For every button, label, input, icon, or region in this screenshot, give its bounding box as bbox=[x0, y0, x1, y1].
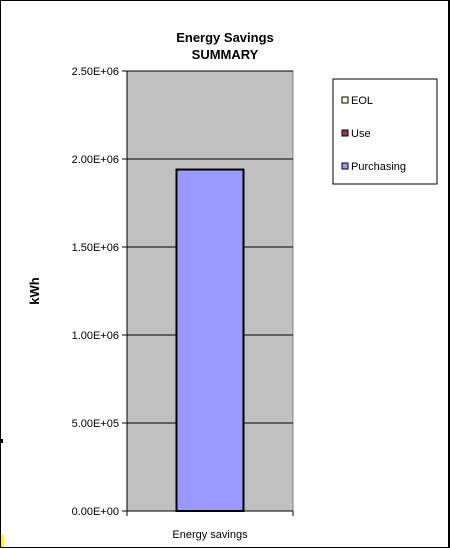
legend-label-purchasing: Purchasing bbox=[351, 161, 406, 173]
legend-label-use: Use bbox=[351, 128, 371, 140]
y-tick-label: 2.50E+06 bbox=[72, 66, 119, 78]
legend-box bbox=[332, 78, 438, 185]
y-axis-ticks: 0.00E+00 5.00E+05 1.00E+06 1.50E+06 2.00E+06… bbox=[72, 66, 294, 518]
left-edge-highlight bbox=[1, 535, 4, 547]
legend-swatch-purchasing bbox=[341, 162, 349, 170]
left-edge-mark bbox=[1, 439, 3, 443]
y-tick-label: 0.00E+00 bbox=[72, 506, 119, 518]
chart-title: Energy Savings bbox=[176, 30, 274, 45]
y-tick-label: 5.00E+05 bbox=[72, 418, 119, 430]
legend: EOL Use Purchasing bbox=[332, 78, 438, 185]
y-axis-title: kWh bbox=[27, 277, 42, 305]
bars bbox=[175, 168, 245, 512]
legend-swatch-use bbox=[341, 129, 349, 137]
y-tick-label: 2.00E+06 bbox=[72, 154, 119, 166]
legend-swatch-eol bbox=[341, 96, 349, 104]
bar-purchasing bbox=[175, 168, 245, 512]
chart-subtitle: SUMMARY bbox=[192, 47, 259, 62]
y-tick-label: 1.50E+06 bbox=[72, 242, 119, 254]
y-tick-label: 1.00E+06 bbox=[72, 330, 119, 342]
x-tick-label: Energy savings bbox=[172, 529, 248, 541]
legend-label-eol: EOL bbox=[351, 95, 373, 107]
legend-items: EOL Use Purchasing bbox=[341, 95, 406, 173]
